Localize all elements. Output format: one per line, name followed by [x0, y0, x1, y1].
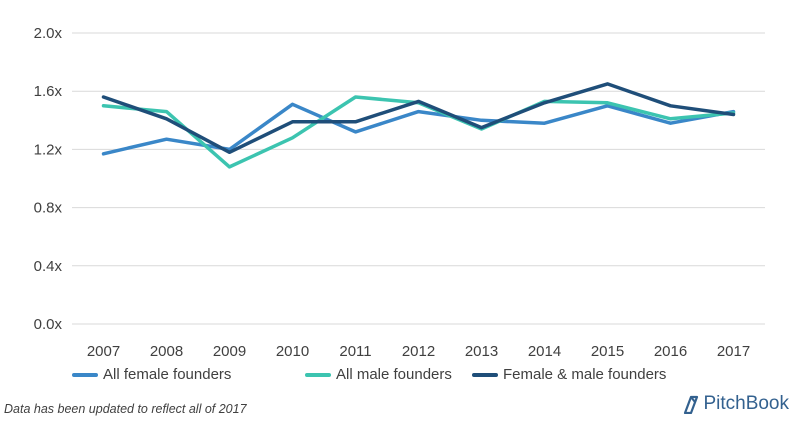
x-tick-label: 2012 — [402, 343, 435, 360]
line-chart: 0.0x 0.4x 0.8x 1.2x 1.6x 2.0x 2007 2008 2009 201… — [34, 25, 765, 360]
series-line-2 — [101, 95, 736, 169]
y-tick-label: 1.6x — [34, 83, 63, 100]
brand-logo: PitchBook — [682, 393, 789, 415]
y-tick-label: 0.4x — [34, 258, 63, 275]
legend-label: All female founders — [103, 366, 232, 383]
y-tick-label: 0.8x — [34, 200, 63, 217]
legend-item: All male founders — [305, 366, 452, 383]
gridlines — [72, 32, 765, 325]
y-tick-label: 2.0x — [34, 25, 63, 42]
x-tick-label: 2008 — [150, 343, 183, 360]
legend: All female founders All male founders Fema… — [0, 366, 793, 388]
legend-swatch — [472, 372, 498, 377]
legend-swatch — [72, 372, 98, 377]
x-tick-label: 2013 — [465, 343, 498, 360]
pitchbook-logo-icon — [684, 395, 699, 414]
brand-name: PitchBook — [703, 393, 789, 414]
series-line-3 — [101, 82, 736, 155]
legend-label: All male founders — [336, 366, 452, 383]
series-lines — [101, 82, 736, 169]
x-tick-label: 2014 — [528, 343, 561, 360]
y-axis: 0.0x 0.4x 0.8x 1.2x 1.6x 2.0x — [34, 25, 63, 333]
legend-item: Female & male founders — [472, 366, 666, 383]
x-axis: 2007 2008 2009 2010 2011 2012 2013 2014 2015 2016… — [87, 343, 750, 360]
legend-swatch — [305, 372, 331, 377]
y-tick-label: 1.2x — [34, 141, 63, 158]
x-tick-label: 2010 — [276, 343, 309, 360]
x-tick-label: 2011 — [339, 343, 371, 360]
footnote: Data has been updated to reflect all of … — [4, 402, 247, 416]
legend-item: All female founders — [72, 366, 231, 383]
x-tick-label: 2016 — [654, 343, 687, 360]
x-tick-label: 2007 — [87, 343, 120, 360]
series-line-1 — [101, 102, 736, 156]
x-tick-label: 2009 — [213, 343, 246, 360]
legend-label: Female & male founders — [503, 366, 667, 383]
x-tick-label: 2015 — [591, 343, 624, 360]
y-tick-label: 0.0x — [34, 316, 63, 333]
x-tick-label: 2017 — [717, 343, 750, 360]
